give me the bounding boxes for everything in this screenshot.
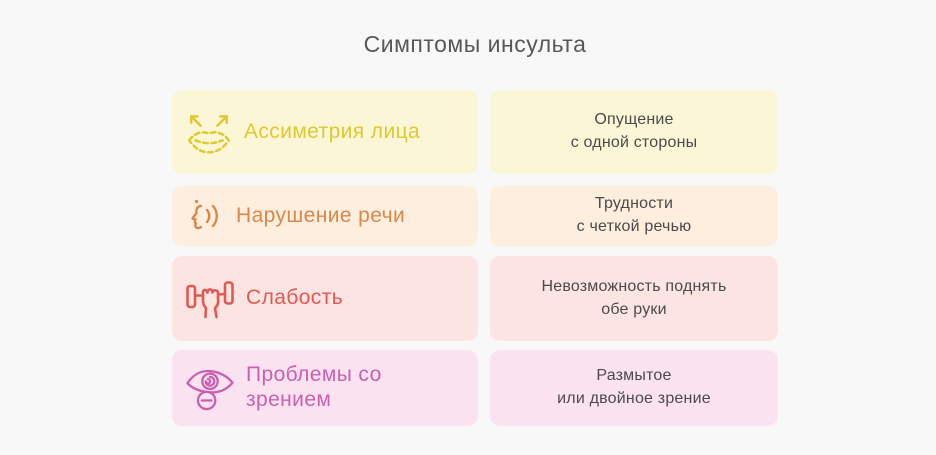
symptom-label: Проблемы со зрением	[246, 363, 382, 413]
symptom-label-line: зрением	[246, 388, 332, 411]
symptom-card: Слабость	[172, 256, 478, 341]
symptom-row: Нарушение речи Трудности с четкой речью	[172, 186, 778, 246]
symptom-description-card: Размытое или двойное зрение	[490, 350, 778, 426]
symptom-description-line: с одной стороны	[570, 134, 698, 151]
symptom-description-line: Размытое	[596, 367, 672, 385]
symptom-card: Ассиметрия лица	[172, 90, 478, 174]
symptom-row: Слабость Невозможность поднять обе руки	[172, 256, 778, 341]
symptom-card: Проблемы со зрением	[172, 350, 478, 426]
weakness-dumbbell-icon	[184, 273, 236, 325]
symptom-label: Слабость	[246, 286, 344, 310]
symptom-description-line: обе руки	[601, 300, 667, 318]
symptom-description-line: Опущение	[594, 111, 674, 129]
symptom-row: Проблемы со зрением Размытое или двойное…	[172, 350, 778, 426]
symptom-row: Ассиметрия лица Опущение с одной стороны	[172, 90, 778, 174]
symptom-card: Нарушение речи	[172, 186, 478, 246]
face-asymmetry-icon	[184, 108, 234, 156]
symptom-description-card: Трудности с четкой речью	[490, 186, 778, 246]
symptom-description-line: Трудности	[594, 195, 674, 213]
page-title: Симптомы инсульта	[363, 31, 587, 57]
vision-problems-icon	[184, 364, 236, 412]
symptom-description-line: или двойное зрение	[557, 390, 711, 407]
symptom-label-line: Проблемы со	[246, 363, 382, 387]
symptom-description-line: с четкой речью	[576, 218, 692, 235]
symptom-description-line: Невозможность поднять	[541, 277, 727, 295]
symptom-label: Нарушение речи	[236, 203, 406, 227]
symptom-description-card: Опущение с одной стороны	[490, 90, 778, 174]
symptom-description-card: Невозможность поднять обе руки	[490, 256, 778, 341]
symptom-label: Ассиметрия лица	[244, 119, 421, 143]
speech-impairment-icon	[184, 195, 226, 237]
